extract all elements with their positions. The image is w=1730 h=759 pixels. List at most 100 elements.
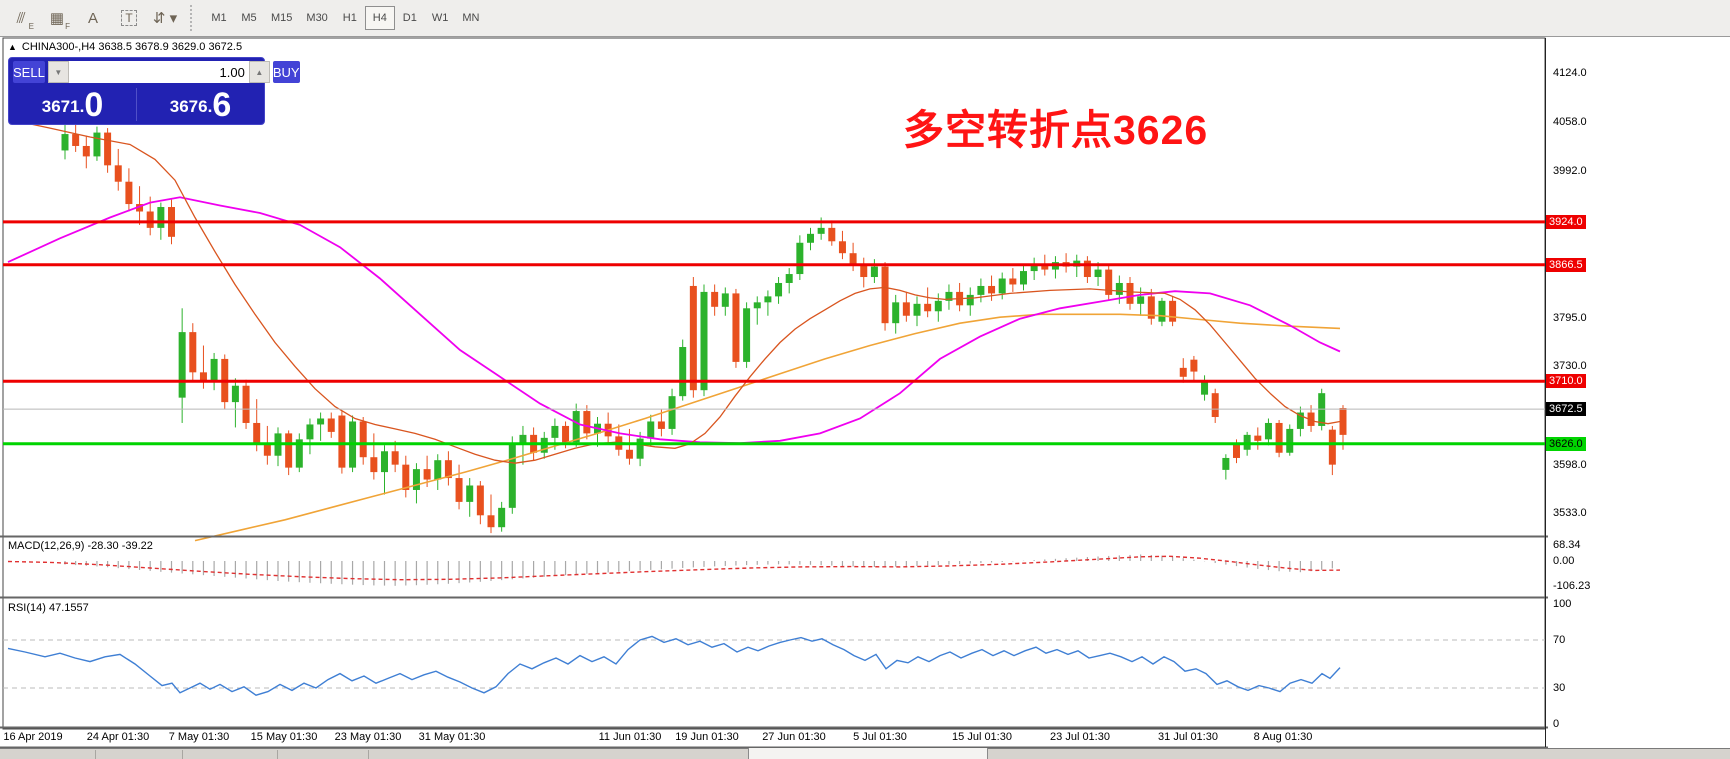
candle-body — [870, 266, 878, 278]
chart-tabs-bar[interactable] — [0, 748, 1730, 759]
x-axis-date-label: 31 Jul 01:30 — [1158, 731, 1218, 743]
candle-body — [1296, 412, 1304, 429]
candle-body — [1158, 300, 1166, 322]
x-axis-date-label: 15 Jul 01:30 — [952, 731, 1012, 743]
candle-body — [679, 347, 687, 397]
candle-body — [1126, 282, 1134, 304]
x-axis-date-label: 24 Apr 01:30 — [86, 731, 150, 743]
timeframe-button-h1[interactable]: H1 — [342, 12, 357, 24]
timeframe-button-m15[interactable]: M15 — [271, 12, 293, 24]
fibo-grid-icon[interactable]: ▦ F — [49, 10, 70, 31]
candle-body — [807, 233, 814, 243]
candle-body — [1094, 269, 1102, 278]
y-axis-tick-label: 4058.0 — [1553, 116, 1587, 129]
price-line-badge: 3626.0 — [1546, 436, 1586, 451]
candle-body — [82, 145, 90, 157]
timeframe-button-mn[interactable]: MN — [462, 12, 480, 24]
candle-body — [785, 274, 793, 283]
candle-body — [1009, 278, 1017, 285]
y-axis-tick-label: 4124.0 — [1553, 67, 1587, 79]
ma-red-line — [7, 118, 1341, 464]
candle-body — [381, 451, 388, 473]
candle-body — [178, 332, 186, 398]
macd-scale-label: 0.00 — [1553, 555, 1575, 567]
rsi-scale-label: 100 — [1553, 598, 1572, 610]
rsi-scale-label: 0 — [1553, 718, 1560, 730]
sell-price-main: 3671 — [41, 97, 80, 116]
macd-scale-label: 68.34 — [1553, 539, 1581, 551]
volume-input[interactable] — [68, 61, 249, 83]
macd-indicator-label: MACD(12,26,9) -28.30 -39.22 — [8, 540, 153, 552]
volume-decrement-button[interactable]: ▼ — [47, 61, 69, 83]
candle-body — [775, 282, 783, 297]
candle-body — [881, 266, 889, 324]
candle-body — [444, 460, 452, 479]
candle-body — [1254, 435, 1262, 441]
candle-body — [764, 296, 772, 303]
candle-body — [721, 293, 729, 307]
sell-price-display[interactable]: 3671. 0 — [9, 84, 136, 125]
candle-body — [455, 478, 463, 502]
candle-body — [1233, 443, 1240, 458]
candle-body — [412, 469, 420, 490]
candle-body — [199, 372, 207, 382]
candle-body — [189, 332, 197, 373]
candle-body — [1179, 367, 1187, 377]
draw-channel-icon[interactable]: ⫻ E — [16, 9, 34, 32]
sell-button[interactable]: SELL — [13, 61, 45, 83]
candle-body — [1222, 457, 1230, 470]
candle-body — [487, 515, 495, 528]
active-chart-tab[interactable] — [748, 748, 988, 759]
timeframe-button-m30[interactable]: M30 — [306, 12, 328, 24]
candle-body — [902, 302, 910, 316]
buy-price-display[interactable]: 3676. 6 — [137, 84, 264, 125]
candle-body — [838, 241, 846, 254]
candle-body — [1147, 296, 1155, 319]
candle-body — [370, 457, 378, 473]
chart-annotation-text: 多空转折点3626 — [903, 107, 1209, 153]
timeframe-button-m5[interactable]: M5 — [241, 12, 257, 24]
x-axis-date-label: 27 Jun 01:30 — [762, 731, 826, 743]
candle-body — [583, 411, 591, 434]
candle-body — [1190, 359, 1198, 372]
candle-body — [519, 434, 527, 444]
y-axis-tick-label: 3730.0 — [1553, 360, 1587, 373]
candle-body — [242, 385, 250, 423]
candle-body — [508, 443, 516, 508]
cycle-arrows-icon[interactable]: ⇵ ▾ — [152, 10, 178, 27]
candle-body — [423, 469, 431, 480]
candle-body — [253, 422, 261, 444]
text-label-icon[interactable]: A — [87, 9, 98, 27]
candle-body — [1339, 408, 1347, 435]
candle-body — [1115, 282, 1123, 295]
candle-body — [1105, 269, 1113, 295]
timeframe-buttons: M1 M5 M15 M30 H1 H4 D1 W1 MN — [204, 6, 486, 30]
timeframe-button-w1[interactable]: W1 — [431, 12, 449, 24]
x-axis-date-label: 11 Jun 01:30 — [598, 731, 662, 743]
candle-body — [1030, 263, 1038, 272]
sell-price-dot: . — [79, 97, 85, 116]
buy-price-main: 3676 — [169, 97, 208, 116]
candle-body — [263, 443, 271, 456]
candle-body — [913, 303, 921, 316]
text-box-icon[interactable]: T — [114, 5, 144, 31]
rsi-indicator-label: RSI(14) 47.1557 — [8, 602, 89, 614]
volume-increment-button[interactable]: ▲ — [248, 61, 270, 83]
candle-body — [689, 285, 697, 391]
y-axis-tick-label: 3795.0 — [1553, 311, 1587, 324]
candle-body — [317, 418, 325, 425]
candle-body — [466, 485, 474, 502]
timeframe-button-m1[interactable]: M1 — [211, 12, 227, 24]
candle-body — [753, 302, 761, 309]
timeframe-button-d1[interactable]: D1 — [402, 12, 417, 24]
candle-body — [700, 291, 708, 391]
candle-body — [998, 278, 1006, 294]
buy-button[interactable]: BUY — [272, 61, 300, 83]
candle-body — [231, 385, 239, 403]
x-axis-date-label: 8 Aug 01:30 — [1253, 731, 1313, 743]
candle-body — [391, 451, 399, 465]
candle-body — [657, 421, 665, 429]
timeframe-button-h4[interactable]: H4 — [364, 6, 395, 30]
tab-strip-border — [988, 748, 1730, 749]
